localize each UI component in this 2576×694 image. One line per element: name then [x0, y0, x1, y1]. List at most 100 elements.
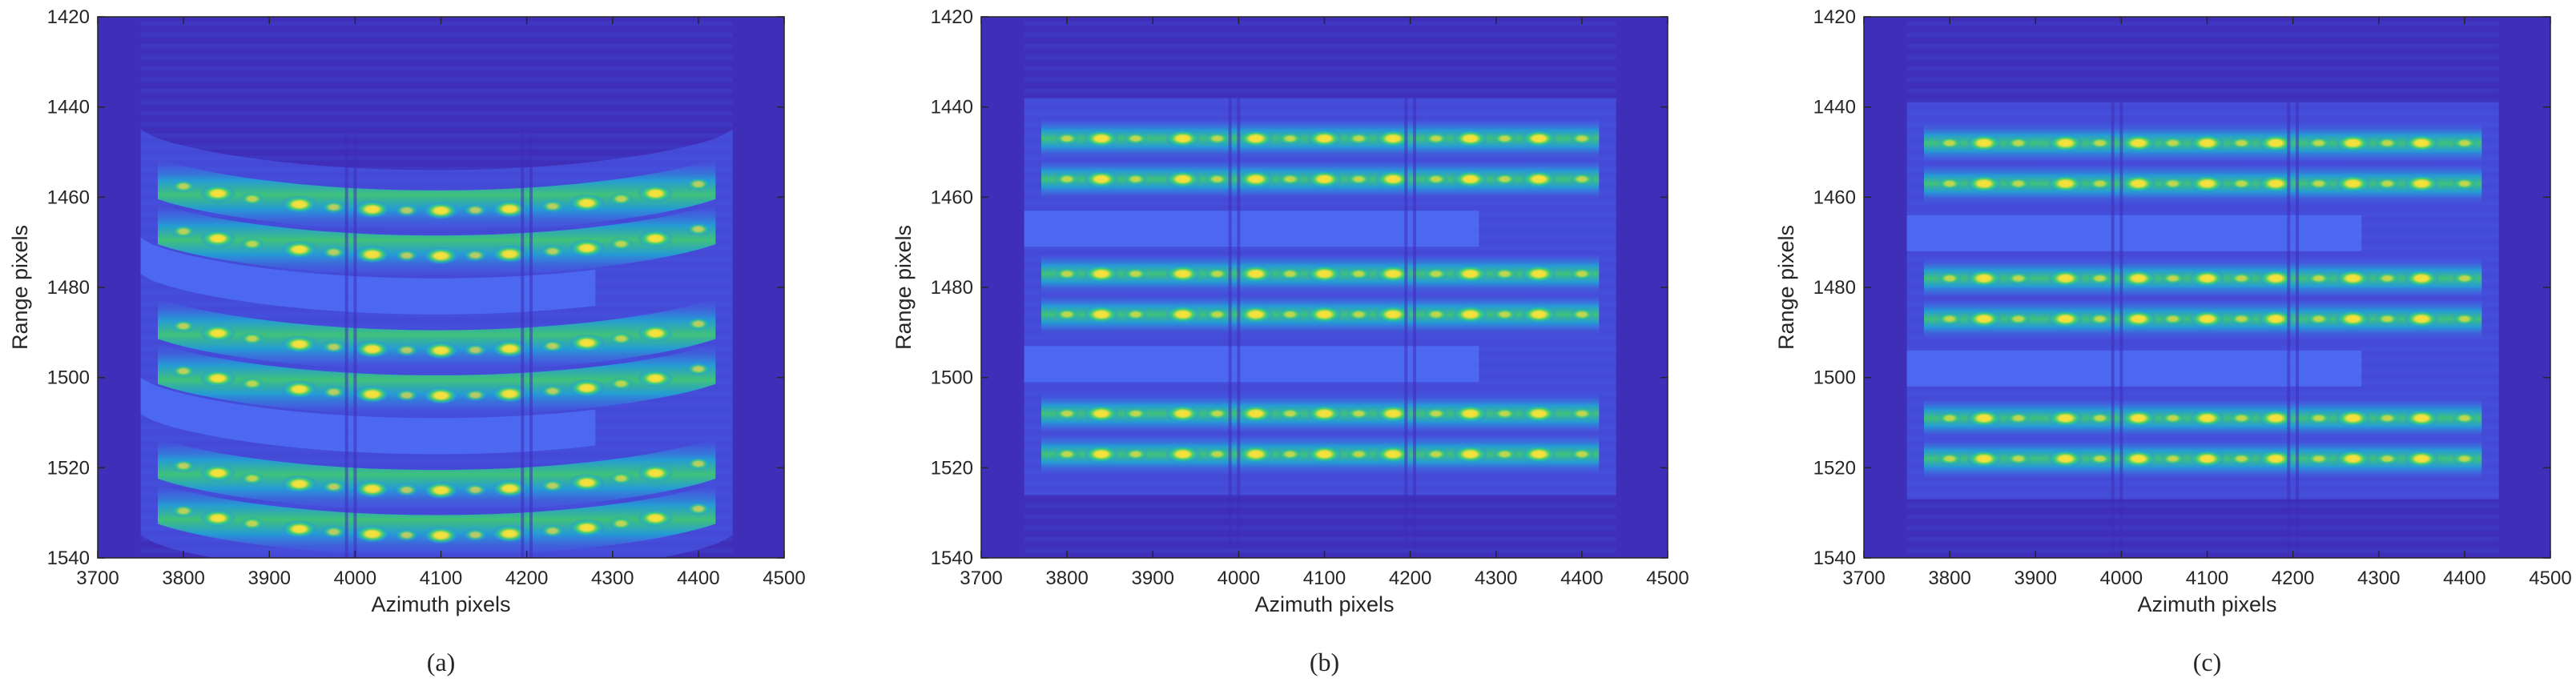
target-blob: [540, 384, 565, 398]
target-blob: [1205, 132, 1230, 146]
y-tick-label: 1460: [931, 187, 973, 208]
ripple-line: [1906, 503, 2499, 508]
y-tick-label: 1420: [931, 6, 973, 28]
target-blob: [2087, 411, 2112, 425]
target-blob: [686, 457, 710, 471]
x-axis-label: Azimuth pixels: [2137, 592, 2276, 616]
target-blob: [2006, 312, 2031, 326]
target-blob: [1346, 172, 1371, 186]
target-blob: [2258, 175, 2294, 193]
ripple-line: [1906, 21, 2499, 26]
target-blob: [463, 249, 488, 262]
y-tick-label: 1520: [931, 457, 973, 479]
target-blob: [1423, 132, 1448, 146]
target-blob: [2006, 271, 2031, 285]
target-blob: [2306, 136, 2331, 150]
target-blob: [171, 364, 196, 378]
target-blob: [2404, 310, 2440, 328]
vertical-gap: [1404, 98, 1408, 549]
target-blob: [1055, 267, 1080, 281]
ripple-line: [1024, 503, 1616, 508]
dim-row-band: [140, 238, 596, 315]
x-tick-label: 4000: [334, 568, 376, 589]
panel-c: 3700 3800 3900 4000 4100 4200 4300 4400 4500 1420…: [1774, 6, 2572, 676]
target-blob: [1123, 267, 1148, 281]
target-blob: [2229, 411, 2254, 425]
target-blob: [2335, 409, 2371, 427]
target-blob: [1521, 265, 1557, 283]
x-tick-label: 3700: [960, 568, 1002, 589]
target-blob: [1123, 172, 1148, 186]
ripple-line: [1024, 77, 1616, 82]
target-blob: [2006, 177, 2031, 191]
target-blob: [423, 387, 459, 405]
target-blob: [2189, 134, 2225, 152]
panel-a: 3700 3800 3900 4000 4100 4200 4300 4400 4500 1420…: [8, 6, 806, 676]
ripple-line: [1024, 88, 1616, 94]
target-blob: [1569, 447, 1594, 461]
ripple-line: [1906, 548, 2499, 553]
x-tick-label: 4400: [1560, 568, 1603, 589]
target-blob: [2006, 136, 2031, 150]
target-blob: [1084, 130, 1119, 148]
target-blob: [1423, 407, 1448, 420]
target-blob: [569, 519, 605, 537]
y-tick-label: 1500: [931, 367, 973, 389]
target-blob: [1423, 447, 1448, 461]
target-blob: [2452, 136, 2477, 150]
target-blob: [540, 199, 565, 213]
target-blob: [492, 339, 528, 358]
target-blob: [609, 192, 634, 206]
target-blob: [2160, 411, 2185, 425]
y-tick-label: 1480: [931, 277, 973, 299]
target-blob: [2335, 269, 2371, 287]
target-blob: [2047, 450, 2083, 468]
target-blob: [2189, 269, 2225, 287]
target-blob: [1084, 404, 1119, 423]
target-blob: [1084, 170, 1119, 188]
target-blob: [1938, 452, 1962, 466]
y-tick-label: 1540: [931, 548, 973, 569]
target-blob: [2229, 136, 2254, 150]
vertical-gap: [1228, 98, 1232, 549]
y-tick-label: 1440: [47, 97, 90, 118]
target-blob: [1966, 310, 2002, 328]
dim-row-band: [1906, 215, 2362, 251]
ripple-line: [140, 133, 733, 138]
y-tick-label: 1460: [47, 187, 90, 208]
target-blob: [1521, 404, 1557, 423]
vertical-gap: [2295, 102, 2299, 554]
x-tick-label: 3900: [2015, 568, 2057, 589]
target-blob: [2087, 177, 2112, 191]
target-blob: [354, 245, 390, 263]
target-blob: [492, 479, 528, 498]
target-blob: [281, 195, 317, 214]
target-blob: [2335, 310, 2371, 328]
target-blob: [2452, 271, 2477, 285]
target-blob: [638, 184, 674, 203]
target-blob: [2087, 271, 2112, 285]
ripple-line: [1906, 536, 2499, 542]
target-blob: [2160, 177, 2185, 191]
target-blob: [1165, 404, 1201, 423]
panel-b: 3700 3800 3900 4000 4100 4200 4300 4400 4500 1420…: [892, 6, 1689, 676]
target-blob: [686, 317, 710, 331]
target-blob: [1569, 307, 1594, 321]
ripple-line: [1024, 525, 1616, 531]
vertical-gap: [2111, 102, 2115, 554]
target-blob: [2160, 271, 2185, 285]
target-blob: [1346, 407, 1371, 420]
ripple-line: [140, 54, 733, 60]
y-tick-label: 1500: [1813, 367, 1856, 389]
target-blob: [1278, 307, 1302, 321]
target-blob: [1306, 445, 1342, 463]
target-blob: [2160, 312, 2185, 326]
target-blob: [321, 525, 346, 539]
target-blob: [1521, 445, 1557, 463]
target-blob: [1306, 265, 1342, 283]
target-blob: [609, 471, 634, 485]
target-blob: [1205, 407, 1230, 420]
ripple-line: [1906, 66, 2499, 71]
target-blob: [2229, 452, 2254, 466]
